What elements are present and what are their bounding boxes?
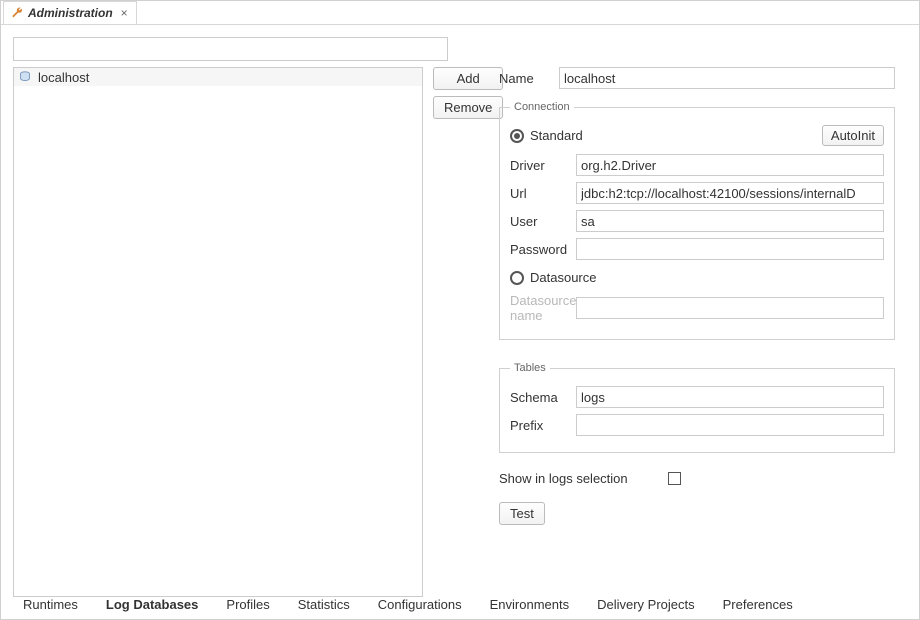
schema-input[interactable] (576, 386, 884, 408)
url-input[interactable] (576, 182, 884, 204)
radio-icon (510, 129, 524, 143)
datasource-name-input (576, 297, 884, 319)
url-label: Url (510, 186, 576, 201)
admin-window: Administration × localhost Add Remove (0, 0, 920, 620)
user-label: User (510, 214, 576, 229)
tab-environments[interactable]: Environments (476, 591, 583, 618)
user-input[interactable] (576, 210, 884, 232)
close-icon[interactable]: × (121, 6, 128, 20)
connection-legend: Connection (510, 101, 574, 113)
tab-delivery-projects[interactable]: Delivery Projects (583, 591, 709, 618)
radio-datasource-label: Datasource (530, 270, 596, 285)
remove-button[interactable]: Remove (433, 96, 503, 119)
database-list[interactable]: localhost (13, 67, 423, 597)
side-button-group: Add Remove (433, 67, 503, 119)
prefix-input[interactable] (576, 414, 884, 436)
radio-icon (510, 271, 524, 285)
list-item[interactable]: localhost (14, 68, 422, 86)
name-label: Name (499, 71, 559, 86)
tab-title: Administration (28, 6, 113, 20)
tables-legend: Tables (510, 362, 550, 374)
schema-label: Schema (510, 390, 576, 405)
test-button[interactable]: Test (499, 502, 545, 525)
content-area: localhost Add Remove Name Connection Sta… (1, 25, 919, 589)
connection-fieldset: Connection Standard AutoInit Driver Url (499, 101, 895, 340)
top-tabbar: Administration × (1, 1, 919, 25)
show-in-logs-label: Show in logs selection (499, 471, 628, 486)
driver-label: Driver (510, 158, 576, 173)
wrench-icon (10, 6, 24, 20)
radio-standard[interactable]: Standard (510, 128, 583, 143)
filter-input[interactable] (13, 37, 448, 61)
add-button[interactable]: Add (433, 67, 503, 90)
database-icon (18, 70, 32, 84)
autoinit-button[interactable]: AutoInit (822, 125, 884, 146)
name-input[interactable] (559, 67, 895, 89)
show-in-logs-checkbox[interactable] (668, 472, 681, 485)
password-input[interactable] (576, 238, 884, 260)
tab-preferences[interactable]: Preferences (709, 591, 807, 618)
driver-input[interactable] (576, 154, 884, 176)
form-area: Name Connection Standard AutoInit Driver (499, 67, 895, 521)
radio-standard-label: Standard (530, 128, 583, 143)
password-label: Password (510, 242, 576, 257)
tables-fieldset: Tables Schema Prefix (499, 362, 895, 453)
list-item-label: localhost (38, 70, 89, 85)
prefix-label: Prefix (510, 418, 576, 433)
tab-administration[interactable]: Administration × (3, 1, 137, 24)
datasource-name-label: Datasource name (510, 293, 576, 323)
radio-datasource[interactable]: Datasource (510, 270, 884, 285)
